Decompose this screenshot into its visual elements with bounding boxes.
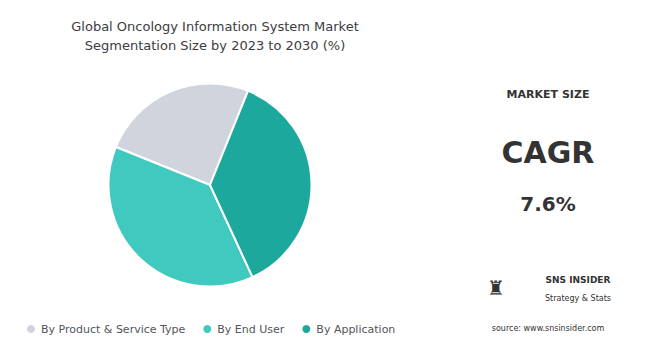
svg-text:By Application: By Application — [316, 323, 395, 336]
svg-text:SNS INSIDER: SNS INSIDER — [546, 275, 611, 285]
svg-text:MARKET SIZE: MARKET SIZE — [507, 88, 590, 101]
svg-text:By Product & Service Type: By Product & Service Type — [41, 323, 186, 336]
svg-text:By End User: By End User — [217, 323, 285, 336]
svg-text:Global Oncology Information Sy: Global Oncology Information System Marke… — [71, 19, 359, 34]
svg-text:source: www.snsinsider.com: source: www.snsinsider.com — [492, 324, 605, 333]
svg-text:Strategy & Stats: Strategy & Stats — [545, 294, 611, 303]
svg-text:♜: ♜ — [487, 276, 505, 300]
svg-text:CAGR: CAGR — [502, 135, 595, 170]
svg-text:7.6%: 7.6% — [520, 192, 575, 216]
svg-text:Segmentation Size by 2023 to 2: Segmentation Size by 2023 to 2030 (%) — [85, 38, 346, 53]
